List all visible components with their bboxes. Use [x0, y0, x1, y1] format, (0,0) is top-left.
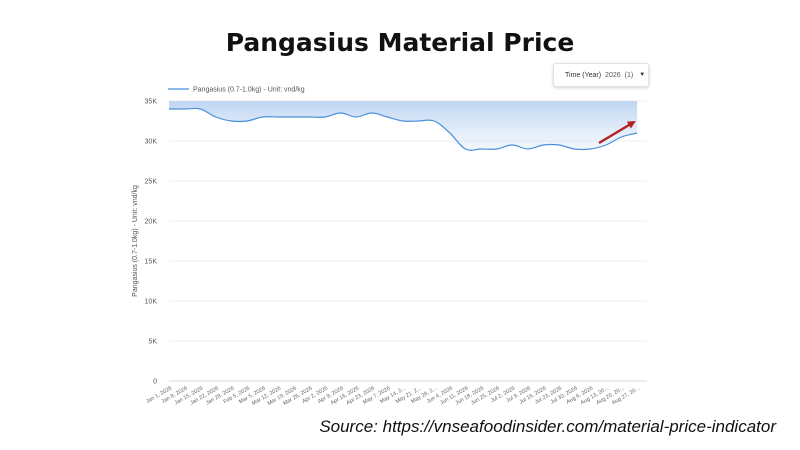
data-point[interactable]	[542, 144, 544, 146]
data-point[interactable]	[605, 144, 607, 146]
data-point[interactable]	[293, 116, 295, 118]
data-point[interactable]	[527, 148, 529, 150]
data-point[interactable]	[339, 112, 341, 114]
series-line[interactable]	[169, 107, 638, 151]
data-point[interactable]	[620, 136, 622, 138]
source-note: Source: https://vnseafoodinsider.com/mat…	[319, 417, 776, 436]
data-point[interactable]	[511, 144, 513, 146]
data-point[interactable]	[261, 116, 263, 118]
data-point[interactable]	[308, 116, 310, 118]
y-tick-label: 5K	[148, 339, 157, 346]
data-point[interactable]	[371, 112, 373, 114]
y-axis-label: Pangasius (0.7-1.0kg) - Unit: vnd/kg	[132, 185, 139, 297]
data-point[interactable]	[215, 116, 217, 118]
series-area-fill	[169, 101, 637, 151]
data-point[interactable]	[246, 120, 248, 122]
data-point[interactable]	[464, 148, 466, 150]
data-point[interactable]	[636, 132, 638, 134]
data-point[interactable]	[402, 120, 404, 122]
data-point[interactable]	[168, 108, 170, 110]
data-point[interactable]	[558, 144, 560, 146]
data-point[interactable]	[589, 148, 591, 150]
data-point[interactable]	[495, 148, 497, 150]
y-tick-label: 15K	[145, 259, 158, 266]
data-point[interactable]	[230, 120, 232, 122]
filter-value: 2026	[605, 71, 621, 79]
chevron-down-icon: ▼	[639, 72, 646, 78]
y-tick-label: 20K	[145, 219, 158, 226]
y-tick-label: 25K	[145, 179, 158, 186]
data-point[interactable]	[386, 116, 388, 118]
y-tick-label: 35K	[145, 99, 158, 106]
time-year-filter[interactable]: Time (Year) 2026 (1) ▼	[553, 63, 649, 87]
filter-count: (1)	[624, 71, 634, 79]
data-point[interactable]	[480, 148, 482, 150]
data-point[interactable]	[324, 116, 326, 118]
data-point[interactable]	[199, 108, 201, 110]
data-point[interactable]	[433, 120, 435, 122]
data-point[interactable]	[417, 120, 419, 122]
data-point[interactable]	[573, 148, 575, 150]
filter-label: Time (Year)	[565, 71, 602, 79]
data-point[interactable]	[355, 116, 357, 118]
data-point[interactable]	[183, 108, 185, 110]
y-tick-label: 30K	[145, 139, 158, 146]
data-point[interactable]	[277, 116, 279, 118]
trend-arrow-icon	[598, 120, 636, 145]
y-tick-label: 10K	[145, 299, 158, 306]
data-point[interactable]	[449, 132, 451, 134]
y-tick-label: 0	[153, 379, 157, 386]
legend-entry[interactable]: Pangasius (0.7-1.0kg) - Unit: vnd/kg	[193, 87, 305, 94]
chart-title: Pangasius Material Price	[225, 28, 575, 57]
